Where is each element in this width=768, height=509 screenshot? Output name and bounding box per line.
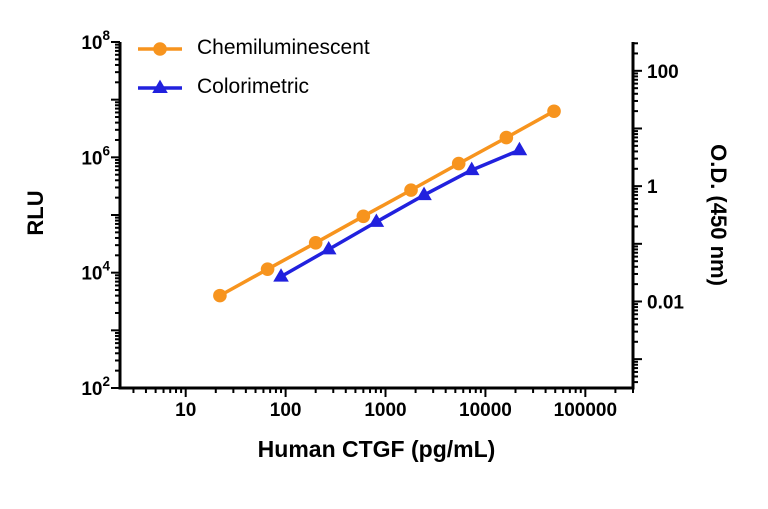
right-y-tick-label: 0.01 — [647, 292, 684, 313]
x-tick-label: 10000 — [459, 400, 512, 421]
x-tick-label: 10 — [175, 400, 196, 421]
x-axis-title: Human CTGF (pg/mL) — [257, 436, 496, 462]
colorimetric-marker-icon — [138, 79, 182, 93]
left-y-tick-label: 102 — [81, 374, 110, 400]
series-chemiluminescent — [213, 104, 561, 303]
chemiluminescent-point — [404, 183, 418, 197]
legend-item-chemiluminescent: Chemiluminescent — [136, 32, 370, 64]
colorimetric-point — [368, 213, 385, 227]
chemiluminescent-point — [356, 209, 371, 224]
legend-label: Chemiluminescent — [197, 36, 370, 59]
legend-item-colorimetric: Colorimetric — [136, 71, 370, 103]
right-y-tick-label: 100 — [647, 62, 679, 83]
colorimetric-point — [511, 141, 528, 156]
left-y-tick-label: 104 — [81, 259, 110, 285]
chemiluminescent-point — [547, 104, 561, 119]
colorimetric-point — [320, 241, 337, 255]
left-y-axis-title: RLU — [23, 190, 48, 236]
triangle-legend-marker — [152, 79, 168, 93]
chemiluminescent-line — [218, 109, 556, 298]
circle-legend-marker — [153, 42, 167, 56]
chemiluminescent-point — [451, 156, 466, 171]
colorimetric-point — [273, 268, 289, 282]
chemiluminescent-point — [499, 130, 514, 145]
colorimetric-point — [416, 186, 432, 201]
x-tick-label: 100 — [270, 400, 302, 421]
chemiluminescent-point — [260, 262, 275, 276]
x-tick-label: 1000 — [364, 400, 406, 421]
left-y-tick-label: 108 — [81, 28, 110, 54]
colorimetric-point — [463, 161, 480, 176]
chemiluminescent-marker-icon — [138, 42, 182, 56]
right-y-axis-title: O.D. (450 nm) — [706, 144, 731, 286]
x-tick-label: 100000 — [554, 400, 617, 421]
legend: Chemiluminescent Colorimetric — [136, 32, 370, 103]
colorimetric-line — [279, 148, 522, 279]
axis-ticks — [111, 41, 642, 397]
chemiluminescent-point — [213, 288, 227, 303]
left-y-tick-label: 106 — [81, 143, 110, 169]
chemiluminescent-point — [308, 235, 323, 250]
series-colorimetric — [273, 141, 528, 282]
legend-label: Colorimetric — [197, 75, 310, 98]
right-y-tick-label: 1 — [647, 177, 658, 198]
